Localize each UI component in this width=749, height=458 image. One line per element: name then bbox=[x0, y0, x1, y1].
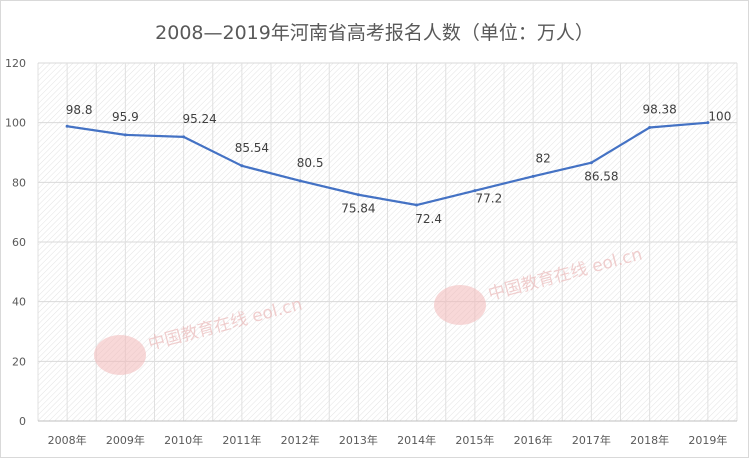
data-label: 82 bbox=[535, 151, 550, 165]
x-tick-label: 2014年 bbox=[397, 433, 436, 447]
watermark-logo bbox=[94, 335, 146, 375]
x-tick-label: 2011年 bbox=[222, 433, 261, 447]
data-point bbox=[240, 164, 244, 168]
data-point bbox=[65, 124, 69, 128]
data-point bbox=[589, 161, 593, 165]
x-tick-label: 2010年 bbox=[164, 433, 203, 447]
data-label: 85.54 bbox=[235, 141, 269, 155]
x-tick-label: 2008年 bbox=[48, 433, 87, 447]
series-line bbox=[66, 121, 708, 207]
x-tick-label: 2016年 bbox=[514, 433, 553, 447]
y-tick-label: 120 bbox=[5, 57, 26, 70]
x-tick-label: 2013年 bbox=[339, 433, 378, 447]
y-tick-label: 100 bbox=[5, 117, 26, 130]
data-point bbox=[648, 125, 652, 129]
data-label: 100 bbox=[708, 110, 731, 124]
data-label: 80.5 bbox=[297, 156, 324, 170]
x-tick-label: 2017年 bbox=[572, 433, 611, 447]
data-label: 72.4 bbox=[415, 212, 442, 226]
data-label: 86.58 bbox=[584, 170, 618, 184]
data-point bbox=[531, 174, 535, 178]
x-tick-label: 2009年 bbox=[106, 433, 145, 447]
data-point bbox=[298, 179, 302, 183]
y-tick-label: 20 bbox=[12, 355, 26, 368]
data-point bbox=[473, 189, 477, 193]
y-tick-label: 0 bbox=[19, 415, 26, 428]
data-point bbox=[123, 133, 127, 137]
data-label: 98.8 bbox=[66, 103, 93, 117]
data-label: 77.2 bbox=[476, 192, 503, 206]
data-label: 95.24 bbox=[182, 112, 216, 126]
watermark-logo bbox=[434, 285, 486, 325]
x-tick-label: 2019年 bbox=[688, 433, 727, 447]
data-point bbox=[356, 193, 360, 197]
y-tick-label: 40 bbox=[12, 296, 26, 309]
data-point bbox=[415, 203, 419, 207]
y-tick-label: 80 bbox=[12, 176, 26, 189]
y-tick-label: 60 bbox=[12, 236, 26, 249]
x-tick-label: 2012年 bbox=[281, 433, 320, 447]
data-point bbox=[706, 121, 710, 125]
chart-title: 2008—2019年河南省高考报名人数（单位：万人） bbox=[155, 22, 594, 44]
data-label: 98.38 bbox=[642, 102, 676, 116]
data-label: 75.84 bbox=[341, 202, 375, 216]
x-tick-label: 2018年 bbox=[630, 433, 669, 447]
data-point bbox=[182, 135, 186, 139]
x-tick-label: 2015年 bbox=[455, 433, 494, 447]
data-label: 95.9 bbox=[112, 110, 139, 124]
